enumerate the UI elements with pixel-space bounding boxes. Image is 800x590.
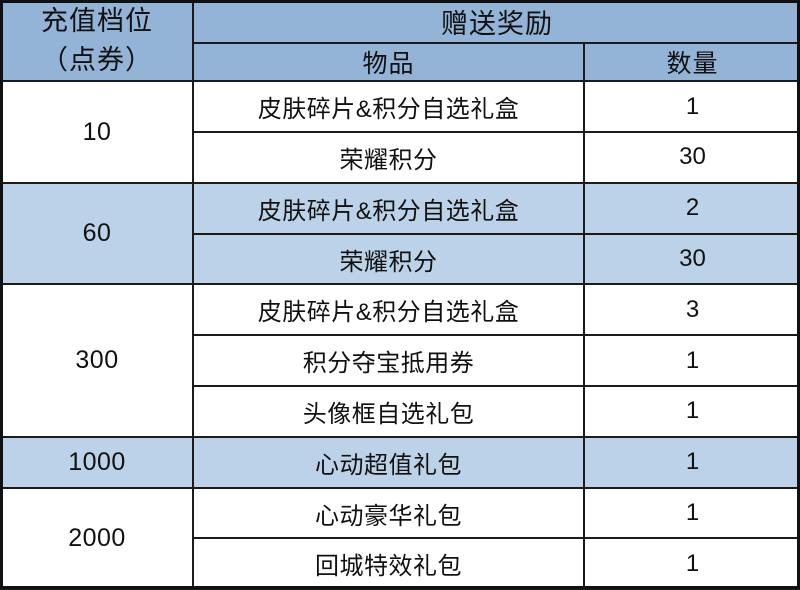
table-row: 1000 心动超值礼包 1 — [0, 435, 800, 489]
item-cell: 荣耀积分 — [192, 232, 585, 286]
table-row: 300 皮肤碎片&积分自选礼盒 3 — [0, 283, 800, 438]
item-cell: 心动豪华礼包 — [192, 486, 585, 540]
tier-cell: 10 — [0, 80, 194, 184]
table-row: 2000 心动豪华礼包 1 — [0, 486, 800, 590]
quantity-cell: 1 — [583, 80, 800, 134]
table-row: 荣耀积分 30 — [1, 131, 800, 184]
quantity-cell: 30 — [583, 232, 800, 286]
item-cell: 皮肤碎片&积分自选礼盒 — [192, 181, 585, 235]
header-quantity: 数量 — [583, 41, 800, 83]
tier-cell: 1000 — [0, 435, 194, 489]
table-row: 荣耀积分 30 — [1, 232, 800, 286]
tier-cell: 60 — [0, 181, 194, 286]
header-tier-line2: （点券） — [41, 45, 153, 76]
item-cell: 皮肤碎片&积分自选礼盒 — [192, 80, 585, 134]
header-row-primary: 充值档位 （点券） 赠送奖励 — [0, 0, 800, 83]
tier-cell: 2000 — [0, 486, 194, 590]
quantity-cell: 1 — [583, 537, 800, 590]
table-body: 10 皮肤碎片&积分自选礼盒 1 荣耀积分 30 60 皮肤碎片&积分自选礼盒 2 荣耀积分 30… — [0, 80, 800, 590]
item-cell: 回城特效礼包 — [192, 537, 585, 590]
item-cell: 皮肤碎片&积分自选礼盒 — [192, 283, 585, 337]
tier-cell: 300 — [0, 283, 194, 438]
item-cell: 头像框自选礼包 — [192, 385, 585, 438]
header-tier: 充值档位 （点券） — [0, 0, 194, 83]
quantity-cell: 1 — [583, 385, 800, 438]
header-reward-group: 赠送奖励 — [192, 0, 800, 44]
table-row: 积分夺宝抵用券 1 — [1, 334, 800, 388]
table-row: 10 皮肤碎片&积分自选礼盒 1 — [0, 80, 800, 184]
item-cell: 心动超值礼包 — [192, 435, 585, 489]
table-header: 充值档位 （点券） 赠送奖励 物品 数量 — [0, 0, 800, 83]
table-row: 60 皮肤碎片&积分自选礼盒 2 — [0, 181, 800, 286]
table-row: 头像框自选礼包 1 — [1, 385, 800, 438]
quantity-cell: 3 — [583, 283, 800, 337]
quantity-cell: 2 — [583, 181, 800, 235]
quantity-cell: 1 — [583, 435, 800, 489]
item-cell: 积分夺宝抵用券 — [192, 334, 585, 388]
item-cell: 荣耀积分 — [192, 131, 585, 184]
header-row-secondary: 物品 数量 — [1, 41, 800, 83]
header-tier-line1: 充值档位 — [41, 6, 153, 36]
quantity-cell: 1 — [583, 334, 800, 388]
quantity-cell: 30 — [583, 131, 800, 184]
header-item: 物品 — [192, 41, 585, 83]
quantity-cell: 1 — [583, 486, 800, 540]
